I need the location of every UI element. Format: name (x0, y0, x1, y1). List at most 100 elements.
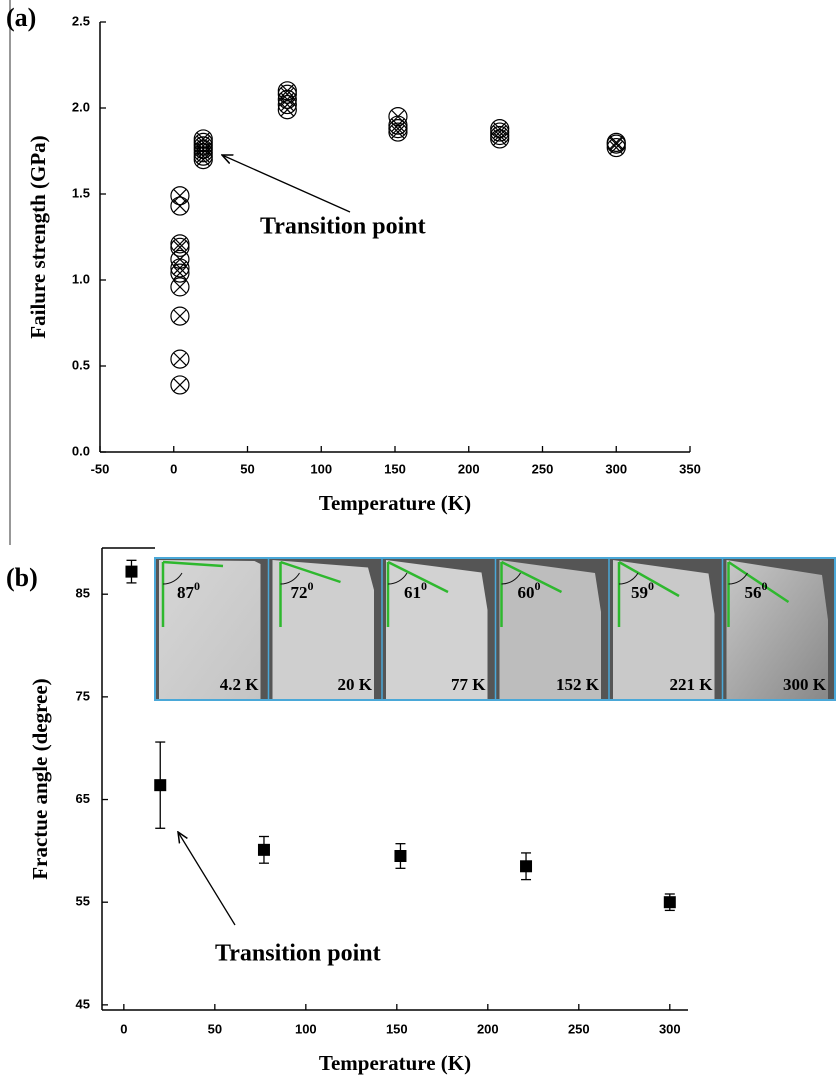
marker-circle (170, 237, 190, 257)
angle-line (387, 560, 449, 594)
marker-circle (170, 234, 190, 254)
marker-cross (280, 84, 295, 98)
marker (170, 263, 190, 283)
y-tick-label: 1.0 (72, 271, 90, 286)
y-axis-title: Failure strength (GPa) (26, 135, 50, 338)
marker-circle (490, 125, 510, 146)
marker-circle (490, 119, 510, 139)
marker-circle (193, 139, 213, 159)
y-tick-label: 0.5 (72, 357, 90, 372)
marker-cross (280, 97, 295, 112)
y-tick-label: 55 (76, 894, 90, 909)
marker (257, 843, 270, 856)
marker-circle (277, 84, 297, 104)
angle-arc (618, 572, 639, 585)
marker (193, 129, 213, 149)
annotation: Transition point (215, 941, 381, 967)
inset-angle: 870 (177, 579, 200, 602)
x-tick-label: 0 (120, 1021, 127, 1036)
angle-arc (387, 572, 408, 585)
marker-circle (193, 150, 213, 170)
angle-line (280, 560, 341, 584)
inset-temperature: 20 K (338, 675, 373, 694)
inset-temperature: 152 K (556, 675, 600, 694)
x-tick-label: 100 (295, 1021, 317, 1036)
degree-mark: 0 (648, 579, 654, 593)
y-tick-label: 2.0 (72, 99, 90, 114)
marker-cross (609, 135, 624, 150)
inset-temperature: 300 K (783, 675, 827, 694)
specimen (386, 560, 488, 700)
degree-mark: 0 (308, 579, 314, 593)
x-tick-label: 300 (605, 461, 627, 476)
marker (125, 565, 138, 578)
panel-label: (a) (6, 3, 36, 32)
degree-mark: 0 (762, 579, 768, 593)
inset-temperature: 77 K (451, 675, 486, 694)
panel-label: (b) (6, 563, 38, 592)
inset-angle: 560 (745, 579, 768, 602)
marker (170, 375, 190, 395)
marker-circle (170, 375, 190, 395)
x-axis-title: Temperature (K) (319, 1051, 471, 1075)
inset-temperature: 221 K (670, 675, 714, 694)
angle-line (727, 560, 790, 604)
degree-mark: 0 (194, 579, 200, 593)
marker-circle (388, 106, 408, 127)
marker-circle (388, 122, 408, 142)
x-tick-label: 200 (477, 1021, 499, 1036)
angle-arc (728, 572, 748, 585)
marker-circle (606, 137, 626, 158)
angle-line (500, 560, 563, 594)
angle-line (618, 560, 680, 598)
marker (277, 100, 297, 120)
marker (388, 106, 408, 127)
marker-circle (193, 143, 213, 163)
marker-circle (170, 349, 190, 369)
marker-circle (170, 306, 190, 326)
marker (277, 81, 297, 101)
marker-cross (173, 199, 187, 213)
angle-arc (162, 572, 183, 585)
marker-circle (277, 81, 297, 101)
specimen (272, 560, 374, 700)
degree-mark: 0 (535, 579, 541, 593)
marker-circle (170, 249, 190, 269)
annotation: Transition point (260, 214, 426, 240)
marker-cross (173, 309, 187, 323)
marker (170, 234, 190, 254)
marker (606, 134, 626, 154)
angle-arc (280, 572, 300, 585)
y-tick-label: 1.5 (72, 185, 90, 200)
x-tick-label: 100 (310, 461, 332, 476)
marker (170, 237, 190, 257)
inset-angle: 720 (291, 579, 314, 602)
marker (606, 132, 626, 152)
marker-circle (193, 132, 213, 152)
inset-border (154, 557, 836, 701)
x-axis-title: Temperature (K) (319, 491, 471, 515)
angle-value: 60 (518, 583, 535, 602)
marker (170, 186, 190, 206)
y-tick-label: 45 (76, 996, 90, 1011)
y-tick-label: 65 (76, 791, 90, 806)
specimen (499, 560, 601, 700)
angle-value: 56 (745, 583, 762, 602)
annotation-arrow (222, 155, 351, 213)
specimen (159, 560, 261, 700)
angle-value: 61 (404, 583, 421, 602)
marker-circle (170, 186, 190, 206)
marker (277, 94, 297, 115)
marker-cross (173, 280, 187, 294)
x-tick-label: 150 (386, 1021, 408, 1036)
marker-cross (492, 121, 507, 136)
marker-circle (170, 277, 190, 297)
annotation-arrow (178, 832, 236, 926)
angle-value: 87 (177, 583, 195, 602)
marker-cross (280, 102, 295, 117)
x-tick-label: -50 (91, 461, 110, 476)
x-tick-label: 0 (170, 461, 177, 476)
x-tick-label: 350 (679, 461, 701, 476)
marker-cross (173, 237, 187, 251)
marker (490, 119, 510, 139)
